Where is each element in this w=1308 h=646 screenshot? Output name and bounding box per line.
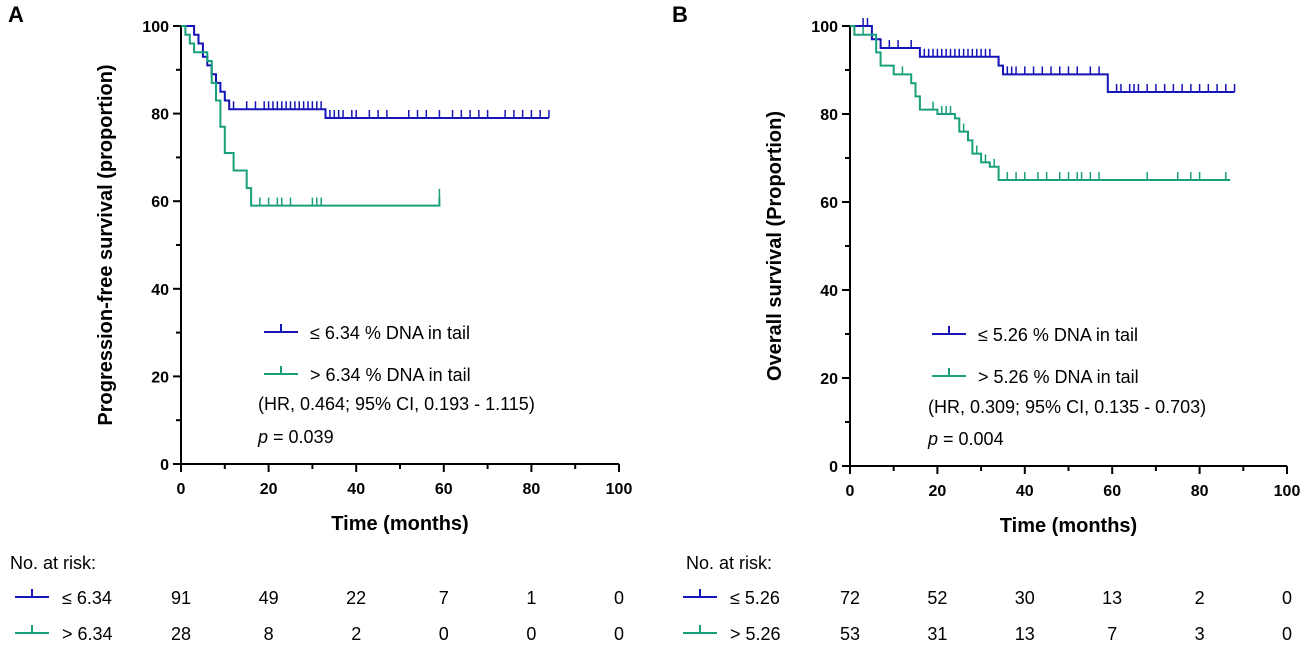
- y-tick-label: 20: [151, 369, 169, 386]
- x-tick-label: 60: [1103, 483, 1121, 500]
- risk-count: 3: [1195, 624, 1205, 644]
- x-tick-label: 40: [347, 481, 365, 498]
- panel-letter: B: [672, 2, 688, 27]
- risk-count: 7: [439, 588, 449, 608]
- risk-count: 0: [614, 624, 624, 644]
- hazard-ratio-annotation: (HR, 0.309; 95% CI, 0.135 - 0.703): [928, 397, 1206, 417]
- risk-count: 0: [614, 588, 624, 608]
- risk-count: 2: [1195, 588, 1205, 608]
- risk-table-header: No. at risk:: [10, 553, 96, 573]
- risk-count: 1: [526, 588, 536, 608]
- risk-count: 53: [840, 624, 860, 644]
- km-curve-series-1: [850, 25, 1235, 93]
- x-tick-label: 40: [1016, 483, 1034, 500]
- risk-row-label: ≤ 6.34: [62, 588, 112, 608]
- x-tick-label: 0: [846, 483, 855, 500]
- y-tick-label: 100: [811, 19, 838, 36]
- y-tick-label: 80: [151, 107, 169, 124]
- y-tick-label: 20: [820, 371, 838, 388]
- legend-entry: > 5.26 % DNA in tail: [978, 367, 1139, 387]
- y-tick-label: 60: [820, 195, 838, 212]
- risk-count: 0: [439, 624, 449, 644]
- risk-count: 13: [1102, 588, 1122, 608]
- x-axis-title: Time (months): [331, 513, 468, 535]
- y-tick-label: 100: [142, 19, 169, 36]
- p-value-annotation: p = 0.039: [257, 427, 334, 447]
- risk-count: 22: [346, 588, 366, 608]
- risk-count: 0: [526, 624, 536, 644]
- y-axis-title: Overall survival (Proportion): [764, 111, 786, 381]
- legend-entry: > 6.34 % DNA in tail: [310, 365, 471, 385]
- risk-count: 28: [171, 624, 191, 644]
- km-curve-series-2: [181, 25, 441, 207]
- y-tick-label: 0: [160, 457, 169, 474]
- y-tick-label: 40: [820, 283, 838, 300]
- risk-row-label: ≤ 5.26: [730, 588, 780, 608]
- risk-row-label: > 6.34: [62, 624, 113, 644]
- risk-count: 8: [264, 624, 274, 644]
- x-tick-label: 80: [523, 481, 541, 498]
- x-tick-label: 80: [1191, 483, 1209, 500]
- p-value-number: = 0.039: [268, 427, 334, 447]
- risk-count: 0: [1282, 588, 1292, 608]
- risk-count: 13: [1015, 624, 1035, 644]
- x-tick-label: 100: [1274, 483, 1301, 500]
- y-tick-label: 80: [820, 107, 838, 124]
- p-value-symbol: p: [927, 429, 938, 449]
- risk-count: 0: [1282, 624, 1292, 644]
- y-tick-label: 40: [151, 282, 169, 299]
- risk-count: 30: [1015, 588, 1035, 608]
- x-tick-label: 20: [929, 483, 947, 500]
- x-axis-title: Time (months): [1000, 515, 1137, 537]
- risk-count: 91: [171, 588, 191, 608]
- p-value-symbol: p: [257, 427, 268, 447]
- risk-count: 49: [259, 588, 279, 608]
- p-value-number: = 0.004: [938, 429, 1004, 449]
- y-tick-label: 0: [829, 459, 838, 476]
- y-axis-title: Progression-free survival (proportion): [95, 64, 117, 425]
- x-tick-label: 20: [260, 481, 278, 498]
- risk-count: 7: [1107, 624, 1117, 644]
- risk-count: 52: [927, 588, 947, 608]
- km-curve-series-1: [181, 25, 549, 119]
- x-tick-label: 100: [606, 481, 633, 498]
- risk-row-label: > 5.26: [730, 624, 781, 644]
- p-value-annotation: p = 0.004: [927, 429, 1004, 449]
- panel-letter: A: [8, 2, 24, 27]
- risk-count: 31: [927, 624, 947, 644]
- legend-entry: ≤ 5.26 % DNA in tail: [978, 325, 1138, 345]
- legend-entry: ≤ 6.34 % DNA in tail: [310, 323, 470, 343]
- x-tick-label: 0: [177, 481, 186, 498]
- risk-count: 2: [351, 624, 361, 644]
- y-tick-label: 60: [151, 194, 169, 211]
- hazard-ratio-annotation: (HR, 0.464; 95% CI, 0.193 - 1.115): [258, 394, 535, 414]
- km-curve-series-2: [850, 25, 1231, 181]
- risk-count: 72: [840, 588, 860, 608]
- risk-table-header: No. at risk:: [686, 553, 772, 573]
- x-tick-label: 60: [435, 481, 453, 498]
